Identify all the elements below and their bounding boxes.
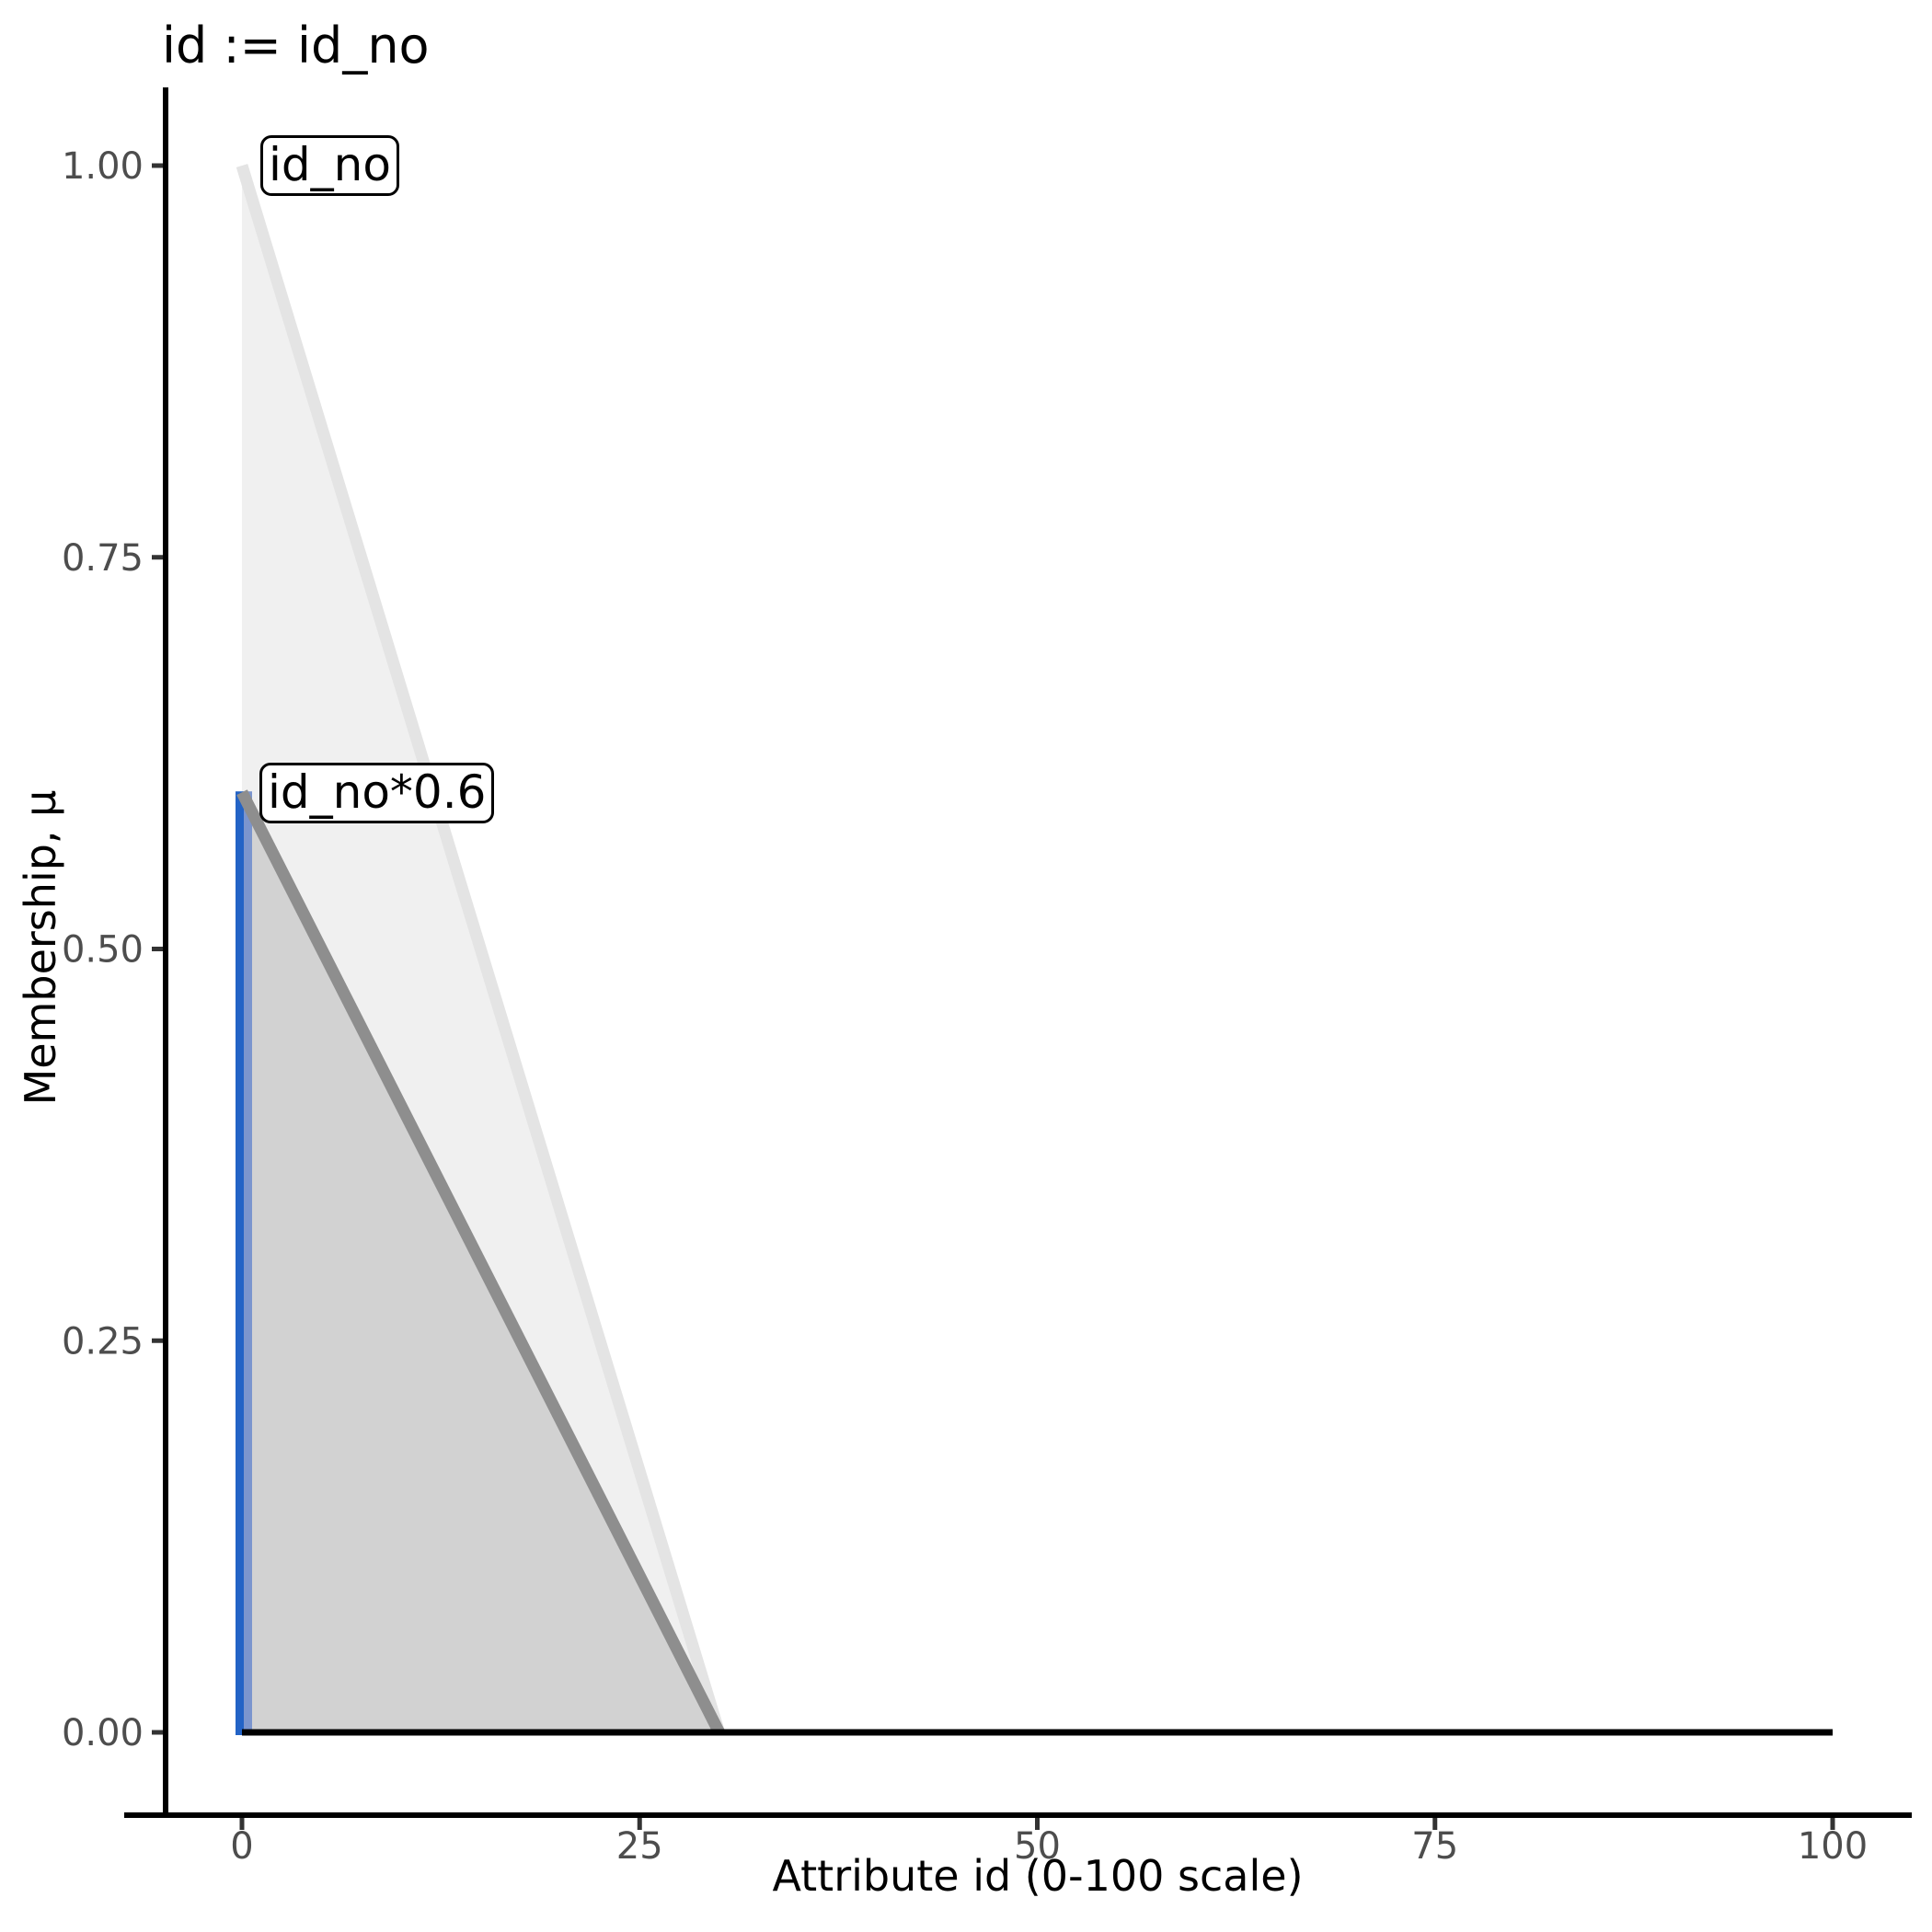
x-tick-label: 25 [616,1825,663,1868]
x-tick-label: 100 [1798,1825,1868,1868]
y-tick-mark [152,947,163,951]
y-tick-mark [152,1730,163,1735]
marker-line-blue [236,791,244,1736]
y-tick-label: 0.75 [62,537,144,580]
y-axis-line [163,87,168,1818]
x-tick-mark [637,1818,642,1830]
x-axis-line [124,1812,1912,1818]
marker-line-blue-overlap [244,791,252,1736]
x-axis-title: Attribute id (0-100 scale) [772,1851,1304,1901]
y-tick-label: 0.00 [62,1712,144,1754]
x-tick-label: 75 [1411,1825,1458,1868]
x-tick-label: 0 [230,1825,253,1868]
membership-edge-id_no-scaled [236,789,725,1735]
membership-edge-id_no [236,164,725,1734]
x-tick-mark [1035,1818,1040,1830]
membership-baseline [242,1729,1833,1736]
annotation-id_no-scaled: id_no*0.6 [259,763,495,823]
y-tick-label: 0.50 [62,929,144,972]
y-axis-title: Membership, μ [16,789,65,1106]
y-tick-label: 0.25 [62,1320,144,1363]
plot-title: id := id_no [162,17,430,75]
y-tick-mark [152,555,163,560]
x-tick-mark [1830,1818,1835,1830]
y-tick-mark [152,1338,163,1343]
y-tick-label: 1.00 [62,145,144,188]
x-tick-mark [1432,1818,1438,1830]
y-tick-mark [152,163,163,168]
x-tick-label: 50 [1014,1825,1061,1868]
x-tick-mark [239,1818,245,1830]
annotation-id_no: id_no [260,135,399,196]
